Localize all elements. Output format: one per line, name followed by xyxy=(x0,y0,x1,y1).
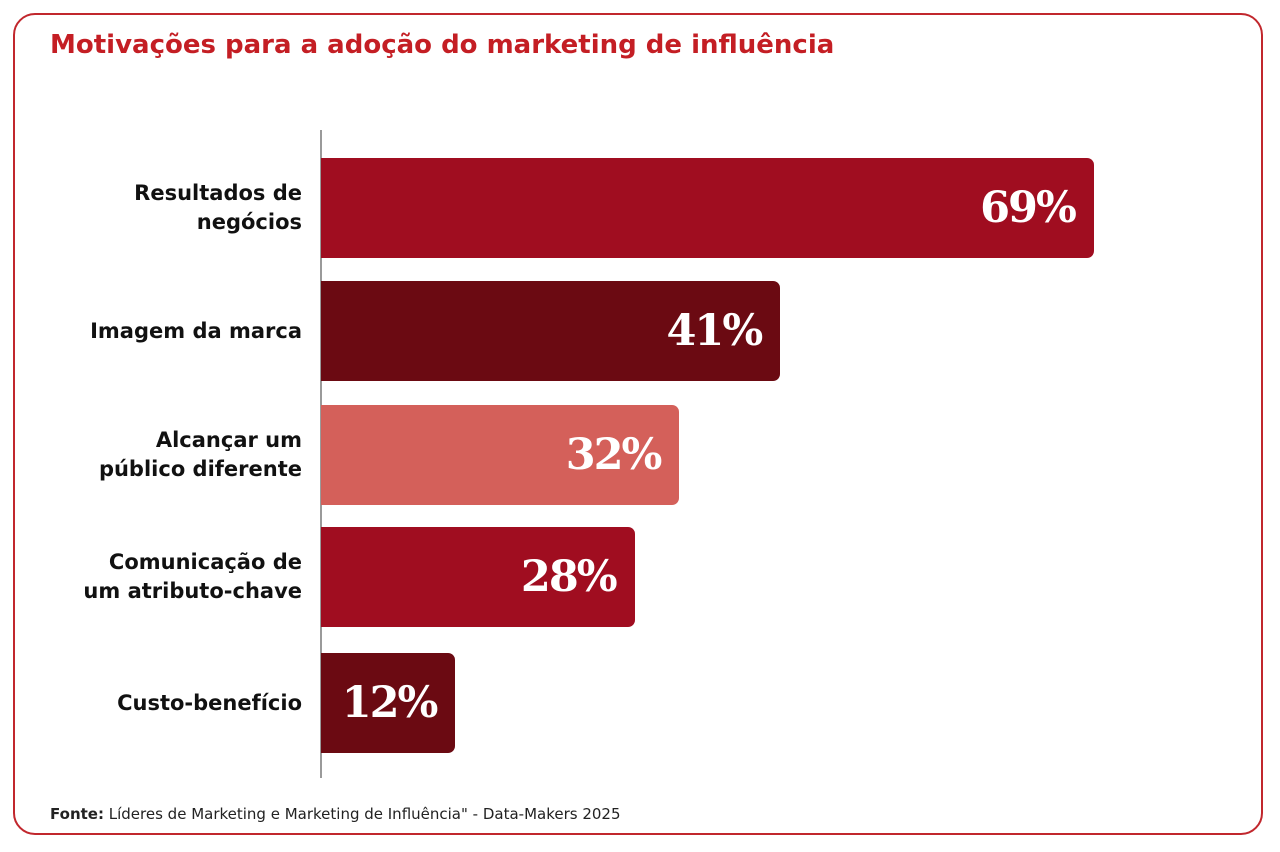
bar xyxy=(321,527,635,627)
category-label: Custo-benefício xyxy=(117,690,302,715)
bar-value-label: 32% xyxy=(565,430,663,480)
bar xyxy=(321,158,1094,258)
bar-value-label: 41% xyxy=(666,306,764,356)
bar xyxy=(321,405,680,505)
category-label: Comunicação de um atributo-chave xyxy=(83,550,302,603)
category-label: Alcançar um público diferente xyxy=(98,428,302,481)
source-note: Fonte: Líderes de Marketing e Marketing … xyxy=(50,805,621,823)
category-label: Imagem da marca xyxy=(90,318,302,343)
chart-title: Motivações para a adoção do marketing de… xyxy=(50,30,835,60)
source-text: Líderes de Marketing e Marketing de Infl… xyxy=(108,805,621,823)
bar-value-label: 69% xyxy=(980,183,1077,233)
bar xyxy=(321,653,456,753)
bar-value-label: 12% xyxy=(341,678,439,728)
source-label: Fonte: xyxy=(50,805,104,823)
y-axis-line xyxy=(320,130,322,778)
bar-value-label: 28% xyxy=(520,552,618,602)
bar xyxy=(321,281,781,381)
category-label: Resultados de negócios xyxy=(134,181,302,234)
